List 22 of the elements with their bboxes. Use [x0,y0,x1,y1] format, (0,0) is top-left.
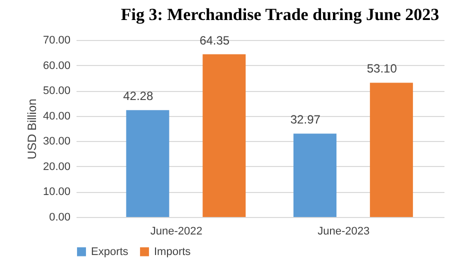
y-tick-label: 70.00 [42,34,70,46]
legend-label: Imports [154,246,192,258]
y-tick-label: 10.00 [42,186,70,198]
legend-label: Exports [91,246,129,258]
bar [126,110,170,217]
data-label: 64.35 [200,33,230,48]
x-tick-label: June-2023 [318,226,370,238]
data-label: 42.28 [123,89,154,104]
data-label: 53.10 [366,62,398,76]
y-tick-label: 30.00 [42,136,70,148]
x-tick-label: June-2022 [150,226,202,238]
y-tick-label: 40.00 [42,110,70,122]
y-tick-label: 20.00 [42,160,70,173]
bar [370,82,413,217]
y-tick-label: 60.00 [42,60,70,72]
bar [202,54,246,217]
y-tick-label: 50.00 [42,85,70,98]
bar [293,134,336,217]
y-axis-title: USD Billion [24,98,39,160]
data-label: 32.97 [290,112,321,127]
chart-title: Fig 3: Merchandise Trade during June 2023 [120,5,440,24]
y-tick-label: 0.00 [49,212,70,224]
